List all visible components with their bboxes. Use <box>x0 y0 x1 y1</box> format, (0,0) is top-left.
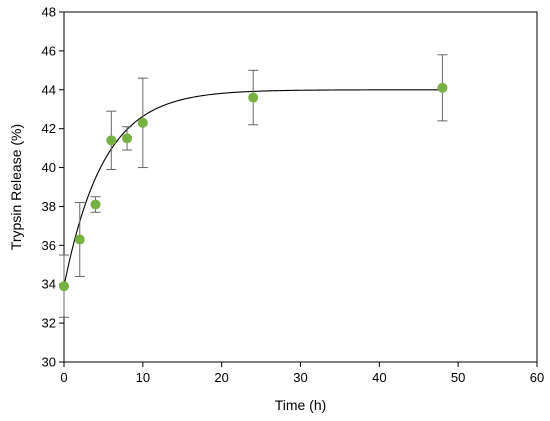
x-tick-label-50: 50 <box>451 370 465 385</box>
y-tick-label-34: 34 <box>42 277 56 292</box>
y-tick-label-42: 42 <box>42 121 56 136</box>
x-tick-label-40: 40 <box>372 370 386 385</box>
x-tick-label-20: 20 <box>214 370 228 385</box>
y-tick-label-44: 44 <box>42 82 56 97</box>
data-point-7 <box>437 82 448 93</box>
x-axis-label: Time (h) <box>275 397 327 413</box>
axis-labels: Time (h) Trypsin Release (%) <box>8 124 326 413</box>
x-tick-label-10: 10 <box>136 370 150 385</box>
data-point-2 <box>90 199 101 210</box>
y-axis-label: Trypsin Release (%) <box>8 124 24 250</box>
y-tick-label-30: 30 <box>42 355 56 370</box>
plot-frame <box>63 11 538 363</box>
y-tick-label-46: 46 <box>42 43 56 58</box>
data-point-6 <box>248 92 259 103</box>
y-tick-label-36: 36 <box>42 238 56 253</box>
x-tick-label-30: 30 <box>293 370 307 385</box>
y-tick-label-48: 48 <box>42 5 56 20</box>
data-point-0 <box>59 281 69 292</box>
data-point-3 <box>106 135 117 146</box>
x-tick-label-0: 0 <box>60 370 67 385</box>
y-tick-label-32: 32 <box>42 316 56 331</box>
data-points <box>59 82 448 292</box>
data-point-5 <box>137 117 148 128</box>
y-tick-label-38: 38 <box>42 199 56 214</box>
axes: 0 10 20 30 40 50 60 30 32 34 36 38 40 42 44 46 48 <box>42 5 545 386</box>
data-point-1 <box>74 234 85 245</box>
x-tick-label-60: 60 <box>530 370 544 385</box>
y-tick-label-40: 40 <box>42 160 56 175</box>
data-point-4 <box>122 133 133 144</box>
